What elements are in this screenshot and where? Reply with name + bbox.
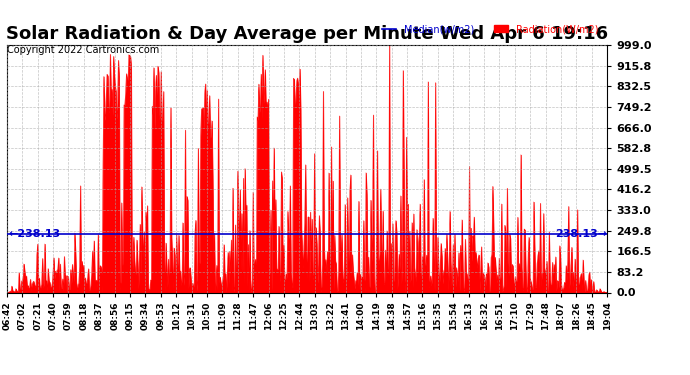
Legend: Median(w/m2), Radiation(W/m2): Median(w/m2), Radiation(W/m2)	[377, 20, 602, 38]
Title: Solar Radiation & Day Average per Minute Wed Apr 6 19:16: Solar Radiation & Day Average per Minute…	[6, 26, 608, 44]
Text: ←238.13: ←238.13	[8, 228, 61, 238]
Text: 238.13→: 238.13→	[555, 228, 607, 238]
Text: Copyright 2022 Cartronics.com: Copyright 2022 Cartronics.com	[7, 45, 159, 55]
